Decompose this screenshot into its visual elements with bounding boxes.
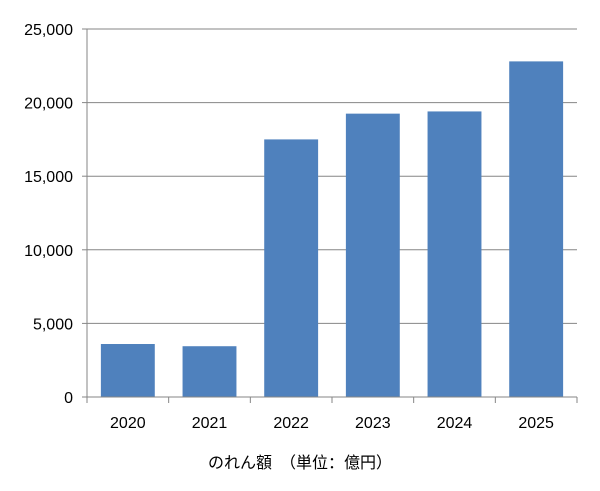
y-tick-label: 15,000 xyxy=(24,169,73,186)
x-tick-label: 2025 xyxy=(518,415,554,432)
x-tick-label: 2024 xyxy=(437,415,473,432)
bar-2025 xyxy=(509,61,564,397)
bar-2023 xyxy=(345,113,400,397)
bar-2024 xyxy=(427,111,482,397)
y-tick-label: 10,000 xyxy=(24,243,73,260)
bar-2020 xyxy=(100,344,155,397)
y-tick-label: 0 xyxy=(64,390,73,407)
y-tick-label: 25,000 xyxy=(24,22,73,39)
x-axis-label: のれん額 （単位：億円） xyxy=(208,454,392,472)
bar-2021 xyxy=(182,346,237,397)
y-tick-label: 20,000 xyxy=(24,96,73,113)
x-tick-label: 2023 xyxy=(355,415,391,432)
x-tick-label: 2020 xyxy=(110,415,146,432)
y-tick-label: 5,000 xyxy=(33,316,73,333)
x-tick-label: 2022 xyxy=(273,415,309,432)
x-tick-label: 2021 xyxy=(192,415,228,432)
bar-2022 xyxy=(264,139,319,397)
